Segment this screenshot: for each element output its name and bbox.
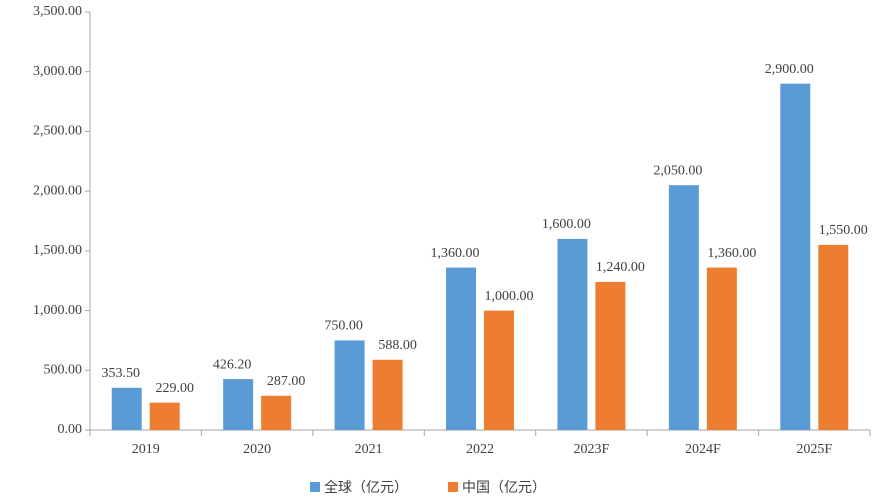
legend-label: 中国（亿元）: [462, 480, 546, 496]
data-label: 1,000.00: [485, 289, 534, 304]
y-tick-label: 3,500.00: [33, 4, 82, 19]
y-tick-label: 500.00: [44, 363, 83, 378]
y-tick-label: 3,000.00: [33, 64, 82, 79]
y-tick-label: 1,000.00: [33, 303, 82, 318]
y-tick-label: 2,000.00: [33, 183, 82, 198]
bar: [780, 83, 811, 431]
y-tick-label: 0.00: [58, 422, 83, 437]
x-tick-label: 2024F: [685, 442, 721, 457]
legend-label: 全球（亿元）: [324, 479, 408, 496]
bar: [372, 359, 403, 430]
bar: [668, 185, 699, 430]
data-label: 1,360.00: [707, 246, 756, 261]
x-tick-label: 2020: [243, 442, 271, 457]
data-label: 287.00: [267, 374, 306, 389]
bar: [484, 310, 514, 430]
x-tick-label: 2021: [355, 442, 383, 457]
x-tick-label: 2023F: [574, 442, 610, 457]
bar: [818, 244, 849, 430]
data-label: 1,240.00: [596, 260, 645, 275]
bar: [111, 387, 142, 430]
y-tick-label: 1,500.00: [33, 243, 82, 258]
x-tick-label: 2019: [132, 442, 160, 457]
legend-swatch: [448, 482, 458, 492]
data-label: 2,050.00: [653, 163, 702, 178]
data-label: 353.50: [101, 366, 140, 381]
bar: [261, 395, 292, 430]
bar: [149, 402, 180, 430]
data-label: 750.00: [324, 319, 363, 334]
data-label: 2,900.00: [765, 62, 814, 77]
data-label: 229.00: [155, 381, 194, 396]
bar: [334, 340, 365, 430]
bar: [446, 267, 476, 430]
bar: [706, 267, 737, 430]
data-label: 1,360.00: [431, 246, 480, 261]
bar: [223, 379, 254, 430]
x-tick-label: 2025F: [796, 442, 832, 457]
data-label: 588.00: [378, 338, 417, 353]
y-tick-label: 2,500.00: [33, 124, 82, 139]
legend-swatch: [310, 482, 320, 492]
data-label: 426.20: [213, 357, 252, 372]
data-label: 1,600.00: [542, 217, 591, 232]
bar: [595, 281, 626, 430]
data-label: 1,550.00: [819, 223, 868, 238]
x-tick-label: 2022: [466, 442, 494, 457]
bar: [557, 238, 588, 430]
